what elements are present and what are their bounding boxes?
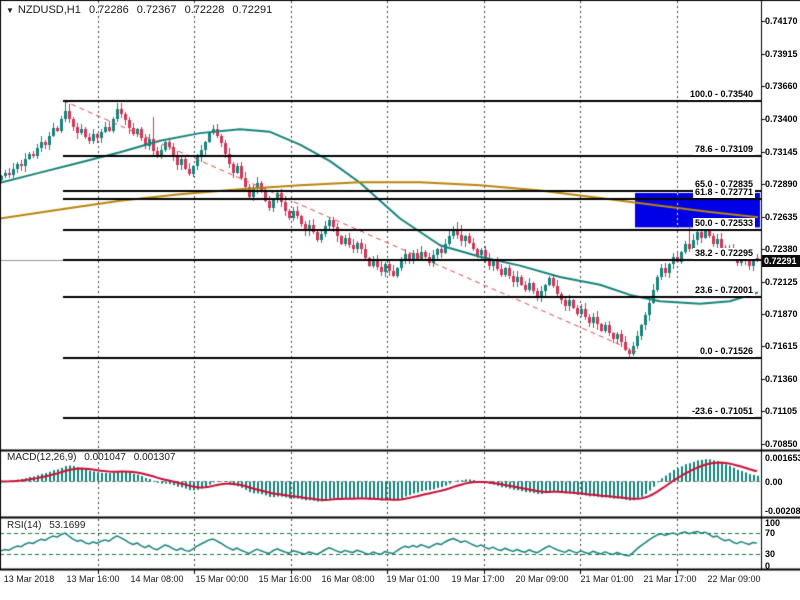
- time-axis-label: 21 Mar 01:00: [580, 574, 634, 584]
- macd-signal-value: 0.001307: [133, 452, 176, 463]
- bar-low-value: 0.72228: [184, 4, 225, 16]
- price-axis-tick: 0.73915: [765, 48, 798, 59]
- fib-level-label: 0.0 - 0.71526: [697, 345, 755, 357]
- rsi-axis-tick: 0: [765, 561, 771, 571]
- rsi-axis-tick: 70: [765, 528, 776, 539]
- price-axis-tick: 0.72125: [765, 276, 798, 287]
- rsi-axis-tick: 100: [765, 518, 781, 528]
- price-axis-tick: 0.72380: [765, 244, 798, 255]
- macd-indicator-label: MACD(12,26,9) 0.001047 0.001307: [7, 452, 180, 463]
- price-axis-tick: 0.73400: [765, 114, 798, 125]
- fib-level-label: 50.0 - 0.72533: [692, 217, 755, 229]
- price-axis-tick: 0.70850: [765, 438, 798, 449]
- price-axis-tick: 0.71870: [765, 309, 798, 319]
- price-axis-tick: 0.73145: [765, 146, 798, 157]
- fib-level-label: 65.0 - 0.72835: [692, 179, 755, 191]
- bar-high-value: 0.72367: [136, 4, 177, 16]
- bar-close-value: 0.72291: [232, 4, 273, 16]
- fib-level-label: 61.8 - 0.72771: [692, 187, 755, 199]
- time-axis-label: 21 Mar 17:00: [643, 574, 697, 584]
- time-axis-label: 22 Mar 09:00: [707, 574, 761, 584]
- time-axis-label: 14 Mar 08:00: [130, 574, 184, 584]
- price-axis-tick: 0.74170: [765, 16, 798, 27]
- symbol-timeframe-label: NZDUSD,H1: [17, 4, 81, 16]
- bar-open-value: 0.72286: [88, 4, 129, 16]
- time-axis-label: 19 Mar 17:00: [451, 574, 505, 584]
- price-axis-tick: 0.72890: [765, 179, 798, 190]
- fib-level-label: 38.2 - 0.72295: [692, 247, 755, 259]
- macd-name: MACD(12,26,9): [7, 452, 77, 463]
- macd-value: 0.001047: [84, 452, 126, 463]
- rsi-axis-tick: 30: [765, 549, 776, 560]
- chart-header: ▼ NZDUSD,H1 0.72286 0.72367 0.72228 0.722…: [6, 4, 277, 16]
- price-axis-tick: 0.71615: [765, 341, 798, 352]
- time-axis-label: 15 Mar 00:00: [195, 574, 249, 584]
- macd-axis-tick: 0.00: [765, 476, 783, 487]
- price-axis-tick: 0.72635: [765, 211, 798, 222]
- time-axis-label: 13 Mar 16:00: [66, 574, 120, 584]
- fib-level-label: 78.6 - 0.73109: [692, 144, 755, 156]
- price-axis-tick: 0.71360: [765, 373, 798, 384]
- time-axis-label: 19 Mar 01:00: [386, 574, 440, 584]
- fib-level-label: 23.6 - 0.72001: [692, 285, 755, 297]
- symbol-dropdown-icon[interactable]: ▼: [6, 6, 14, 15]
- fib-level-label: -23.6 - 0.71051: [689, 406, 755, 418]
- price-axis-tick: 0.71105: [765, 406, 798, 417]
- rsi-name: RSI(14): [7, 520, 42, 531]
- time-axis-label: 16 Mar 08:00: [321, 574, 375, 584]
- rsi-indicator-label: RSI(14) 53.1699: [7, 520, 90, 531]
- price-axis-tick: 0.73660: [765, 80, 798, 91]
- macd-axis-tick: 0.001653: [765, 453, 800, 464]
- current-price-tag: 0.72291: [762, 255, 800, 267]
- time-axis-label: 13 Mar 2018: [3, 574, 55, 584]
- fib-level-label: 100.0 - 0.73540: [687, 89, 755, 101]
- rsi-value: 53.1699: [49, 520, 86, 531]
- time-axis-label: 15 Mar 16:00: [258, 574, 312, 584]
- time-axis-label: 20 Mar 09:00: [515, 574, 569, 584]
